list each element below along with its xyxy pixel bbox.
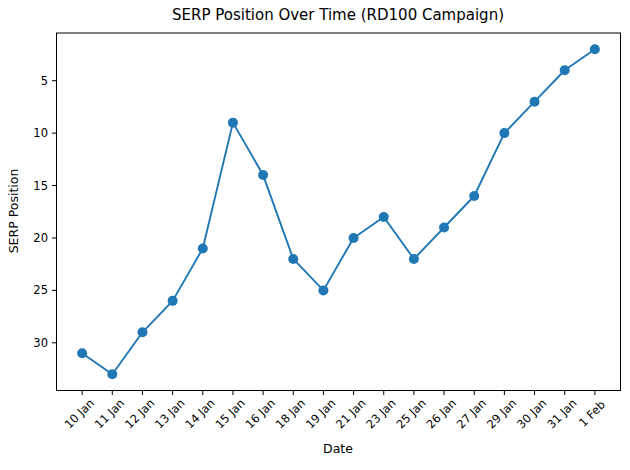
data-point bbox=[228, 118, 238, 128]
data-point bbox=[137, 327, 147, 337]
serp-position-chart-figure: SERP Position Over Time (RD100 Campaign)… bbox=[0, 0, 630, 470]
x-tick-label: 1 Feb bbox=[576, 398, 608, 430]
data-point bbox=[409, 254, 419, 264]
x-tick-label: 16 Jan bbox=[243, 396, 278, 431]
x-tick-label: 10 Jan bbox=[62, 396, 97, 431]
data-point bbox=[439, 222, 449, 232]
data-point bbox=[499, 128, 509, 138]
data-point bbox=[560, 65, 570, 75]
line-chart-canvas: 5 10 15 20 25 30 10 Jan11 Jan12 Jan13 Jan14 Ja… bbox=[0, 0, 630, 470]
x-tick-label: 15 Jan bbox=[212, 396, 247, 431]
serp-position-line bbox=[82, 49, 595, 374]
y-tick-label: 20 bbox=[33, 231, 48, 245]
data-point bbox=[168, 296, 178, 306]
x-tick-label: 30 Jan bbox=[514, 396, 549, 431]
x-tick-label: 26 Jan bbox=[424, 396, 459, 431]
y-tick-label: 10 bbox=[33, 126, 48, 140]
x-tick-label: 21 Jan bbox=[333, 396, 368, 431]
data-point bbox=[288, 254, 298, 264]
x-tick-label: 29 Jan bbox=[484, 396, 519, 431]
data-point bbox=[469, 191, 479, 201]
y-tick-label: 15 bbox=[33, 179, 48, 193]
x-tick-label: 23 Jan bbox=[363, 396, 398, 431]
y-tick-label: 25 bbox=[33, 283, 48, 297]
data-point bbox=[107, 369, 117, 379]
x-tick-label: 27 Jan bbox=[454, 396, 489, 431]
data-point bbox=[590, 44, 600, 54]
y-tick-label: 5 bbox=[41, 74, 48, 88]
x-tick-label: 14 Jan bbox=[182, 396, 217, 431]
x-tick-label: 13 Jan bbox=[152, 396, 187, 431]
data-point bbox=[349, 233, 359, 243]
x-tick-label: 11 Jan bbox=[92, 396, 127, 431]
x-tick-label: 12 Jan bbox=[122, 396, 157, 431]
data-point bbox=[198, 243, 208, 253]
x-tick-label: 18 Jan bbox=[273, 396, 308, 431]
y-tick-label: 30 bbox=[33, 336, 48, 350]
x-tick-label: 19 Jan bbox=[303, 396, 338, 431]
x-tick-label: 25 Jan bbox=[393, 396, 428, 431]
data-point bbox=[379, 212, 389, 222]
data-point bbox=[318, 285, 328, 295]
data-point bbox=[258, 170, 268, 180]
x-tick-label: 31 Jan bbox=[544, 396, 579, 431]
x-axis-label: Date bbox=[56, 441, 620, 456]
data-point bbox=[77, 348, 87, 358]
data-point bbox=[530, 97, 540, 107]
